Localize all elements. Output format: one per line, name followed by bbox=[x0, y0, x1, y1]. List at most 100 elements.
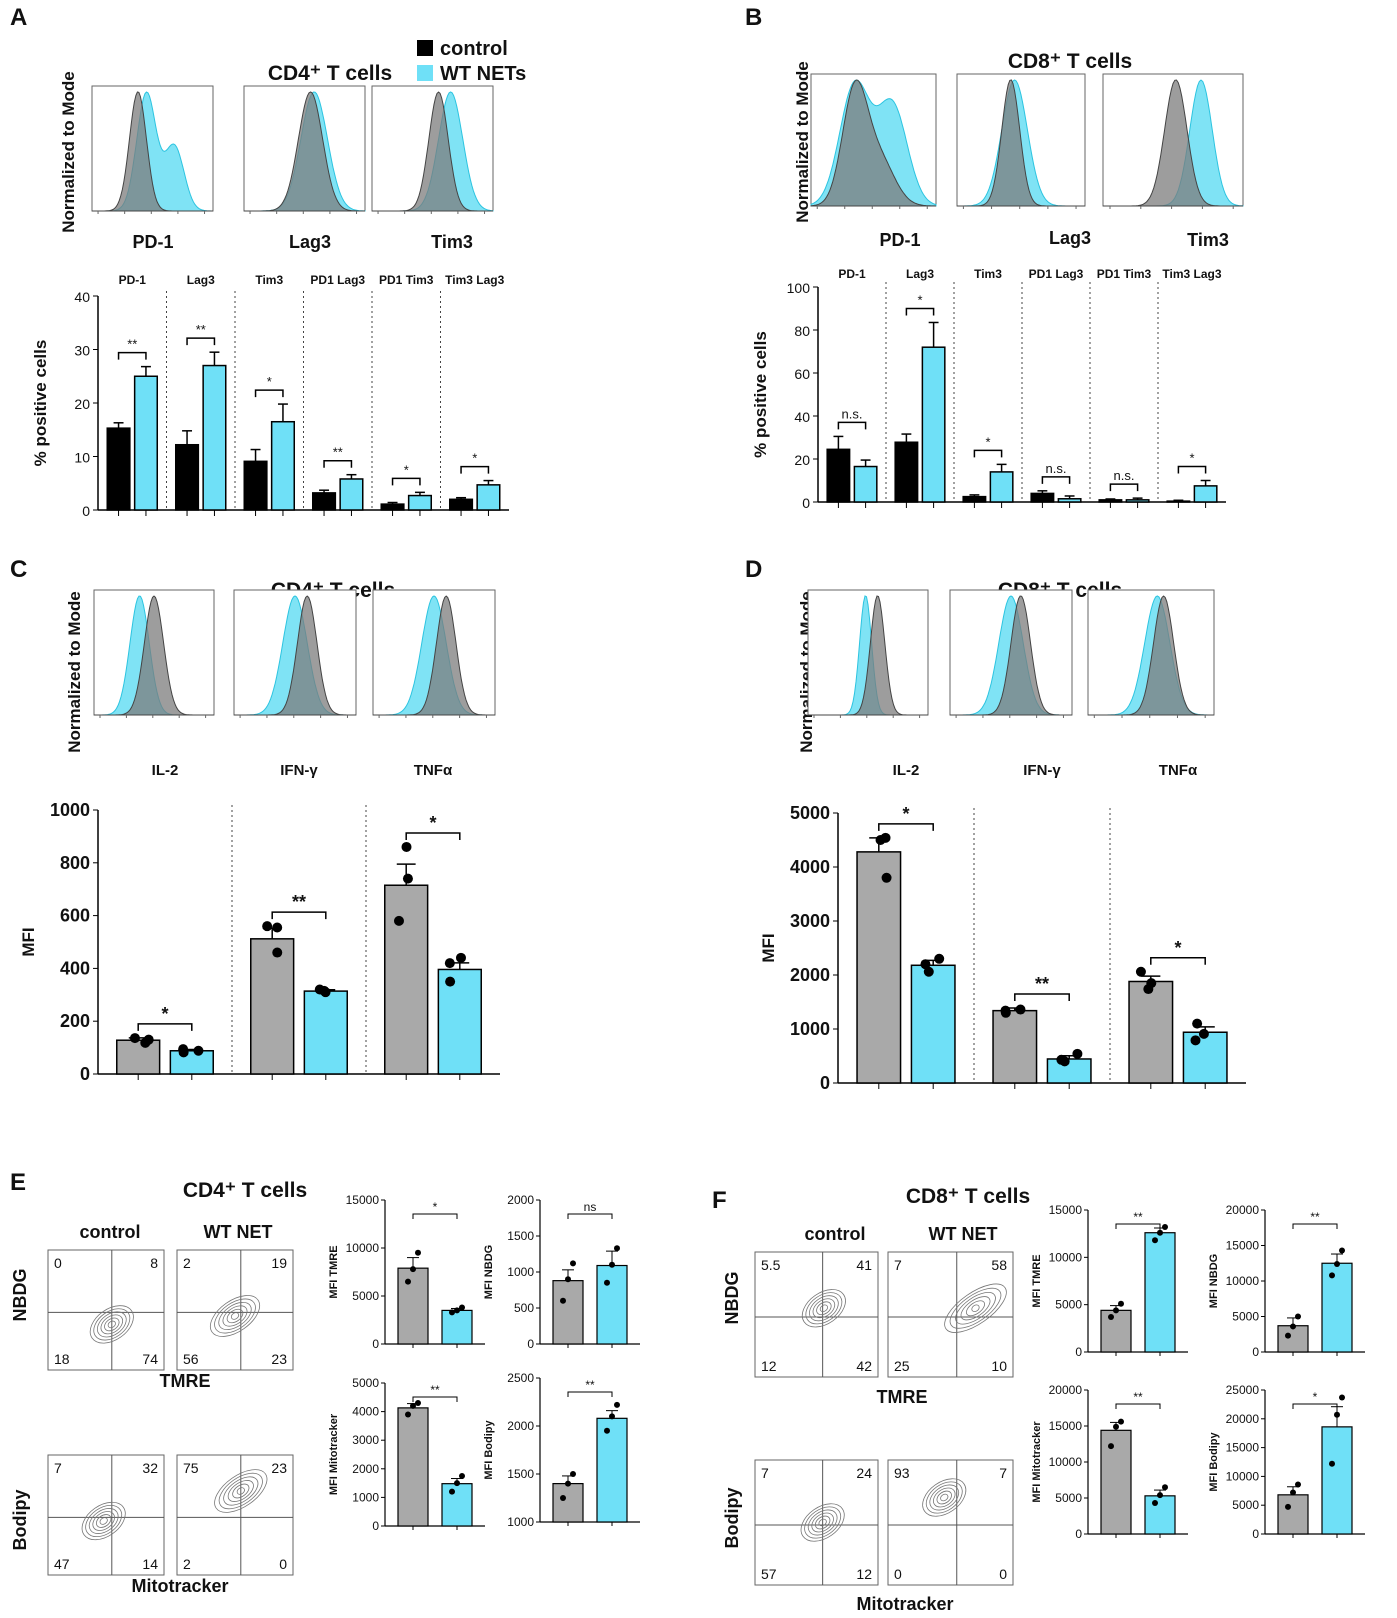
chart-e4-ytick-label: 2500 bbox=[507, 1371, 534, 1385]
panel-b-hist-label-lag3: Lag3 bbox=[1049, 228, 1091, 248]
chart-f1-data-point bbox=[1162, 1224, 1168, 1230]
chart-e3-ytick-label: 5000 bbox=[352, 1376, 379, 1390]
chart-f1-data-point bbox=[1118, 1301, 1124, 1307]
chart-c-data-point bbox=[402, 842, 412, 852]
chart-f1-data-point bbox=[1157, 1230, 1163, 1236]
chart-e2-data-point bbox=[609, 1262, 615, 1268]
panel-f-title: CD8⁺ T cells bbox=[906, 1185, 1030, 1208]
chart-e3-bar-wt bbox=[442, 1484, 472, 1526]
chart-d-sig-bracket bbox=[1015, 994, 1069, 1001]
chart-f2-ytick-label: 10000 bbox=[1226, 1274, 1260, 1288]
chart-b-sig-bracket bbox=[1042, 477, 1069, 484]
chart-c-data-point bbox=[403, 874, 413, 884]
chart-c-sig-bracket bbox=[272, 912, 326, 919]
figure: A B C D E F CD4⁺ T cells CD8⁺ T cells CD… bbox=[0, 0, 1397, 1618]
flow-f-control-bodipy-quadrant-value: 57 bbox=[761, 1566, 777, 1582]
panel-e-row1-ylabel: NBDG bbox=[10, 1269, 30, 1322]
legend-swatch-wt bbox=[417, 65, 433, 81]
chart-e2-data-point bbox=[560, 1298, 566, 1304]
chart-f3-data-point bbox=[1157, 1492, 1163, 1498]
chart-b-sig-bracket bbox=[1110, 484, 1137, 491]
flow-f-control-bodipy-quadrant-value: 12 bbox=[856, 1566, 872, 1582]
chart-b-ylabel: % positive cells bbox=[751, 331, 770, 458]
chart-e1-bar-wt bbox=[442, 1310, 472, 1344]
chart-f4-data-point bbox=[1290, 1490, 1296, 1496]
chart-e2-ylabel: MFI NBDG bbox=[483, 1245, 495, 1299]
panel-a-hist-ylabel: Normalized to Mode bbox=[59, 71, 78, 233]
chart-e2-sig-bracket bbox=[568, 1214, 612, 1219]
hist-c-tnfa bbox=[373, 590, 495, 718]
chart-b-sig-bracket bbox=[1178, 467, 1205, 474]
chart-c-bar-wt bbox=[170, 1051, 213, 1074]
chart-a-sig-label: ** bbox=[333, 445, 343, 460]
chart-c-sig-bracket bbox=[406, 833, 460, 840]
chart-b-bar-wt bbox=[854, 467, 876, 502]
chart-e3-ytick-label: 0 bbox=[372, 1519, 379, 1533]
hist-b-lag3 bbox=[957, 74, 1085, 209]
chart-a-group-label: Tim3 Lag3 bbox=[445, 273, 504, 287]
chart-b-bar-control bbox=[1031, 493, 1053, 502]
chart-f3-bar-control bbox=[1101, 1430, 1131, 1534]
chart-b-group-label: Tim3 bbox=[974, 267, 1002, 281]
chart-f2-ytick-label: 5000 bbox=[1232, 1310, 1259, 1324]
chart-d-sig-label: ** bbox=[1035, 974, 1049, 994]
chart-d-data-point bbox=[1136, 967, 1146, 977]
chart-d-ytick-label: 3000 bbox=[790, 911, 830, 931]
flow-e-control-nbdg: 0 818 74 bbox=[48, 1250, 164, 1370]
chart-f2-sig-bracket bbox=[1293, 1224, 1337, 1229]
flow-e-wtnet-nbdg: 2 1956 23 bbox=[177, 1250, 293, 1370]
chart-b-ytick-label: 60 bbox=[794, 366, 810, 382]
chart-f1: 050001000015000MFI TMRE** bbox=[1031, 1203, 1188, 1359]
chart-c-bar-wt bbox=[438, 969, 481, 1074]
flow-f-wtnet-tmre-quadrant-value: 10 bbox=[991, 1358, 1007, 1374]
panel-b-hist-label-pd1: PD-1 bbox=[879, 230, 920, 250]
chart-a-group-label: PD1 Tim3 bbox=[379, 273, 434, 287]
chart-f2-data-point bbox=[1295, 1314, 1301, 1320]
flow-e-wtnet-bodipy-quadrant-value: 2 bbox=[183, 1556, 191, 1572]
flow-f-control-tmre-quadrant-value: 12 bbox=[761, 1358, 777, 1374]
chart-e2-bar-wt bbox=[597, 1266, 627, 1344]
chart-d-sig-bracket bbox=[1151, 958, 1205, 965]
chart-d-data-point bbox=[1199, 1029, 1209, 1039]
hist-a-tim3 bbox=[372, 86, 493, 214]
chart-e1-sig-bracket bbox=[413, 1214, 457, 1219]
chart-e2-data-point bbox=[604, 1280, 610, 1286]
chart-c-sig-label: ** bbox=[292, 892, 306, 912]
chart-c-data-point bbox=[394, 916, 404, 926]
chart-f1-ytick-label: 15000 bbox=[1049, 1203, 1083, 1217]
chart-e1-data-point bbox=[454, 1307, 460, 1313]
legend-label-wt: WT NETs bbox=[440, 63, 526, 85]
panel-a-hist-label-tim3: Tim3 bbox=[431, 232, 473, 252]
chart-a-sig-label: * bbox=[404, 462, 409, 477]
chart-e1-data-point bbox=[415, 1250, 421, 1256]
flow-f-wtnet-bodipy-quadrant-value: 7 bbox=[999, 1465, 1007, 1481]
chart-e3-bar-control bbox=[398, 1408, 428, 1526]
chart-b-sig-bracket bbox=[974, 450, 1001, 457]
chart-b-group-label: PD1 Tim3 bbox=[1097, 267, 1152, 281]
chart-c-data-point bbox=[456, 953, 466, 963]
chart-d-data-point bbox=[882, 873, 892, 883]
chart-c-data-point bbox=[144, 1035, 154, 1045]
chart-c-ytick-label: 0 bbox=[80, 1064, 90, 1084]
chart-f2-data-point bbox=[1285, 1333, 1291, 1339]
chart-e4-data-point bbox=[560, 1495, 566, 1501]
chart-f2-bar-control bbox=[1278, 1326, 1308, 1352]
chart-f4-data-point bbox=[1295, 1481, 1301, 1487]
chart-f1-sig-bracket bbox=[1116, 1224, 1160, 1229]
chart-b-sig-bracket bbox=[906, 308, 933, 315]
chart-c-data-point bbox=[262, 921, 272, 931]
chart-b-bar-control bbox=[1099, 500, 1121, 502]
chart-f4-data-point bbox=[1339, 1394, 1345, 1400]
chart-e4-data-point bbox=[565, 1481, 571, 1487]
chart-d-sig-label: * bbox=[902, 804, 909, 824]
chart-d-data-point bbox=[1191, 1035, 1201, 1045]
chart-e4-data-point bbox=[570, 1471, 576, 1477]
chart-f1-data-point bbox=[1113, 1307, 1119, 1313]
chart-d-data-point bbox=[881, 833, 891, 843]
chart-b-ytick-label: 20 bbox=[794, 452, 810, 468]
chart-b-bar-control bbox=[963, 497, 985, 502]
chart-b-sig-label: n.s. bbox=[842, 406, 863, 421]
chart-c-data-point bbox=[272, 922, 282, 932]
hist-b-tim3 bbox=[1103, 74, 1243, 209]
panel-b-hist-ylabel: Normalized to Mode bbox=[793, 61, 812, 223]
